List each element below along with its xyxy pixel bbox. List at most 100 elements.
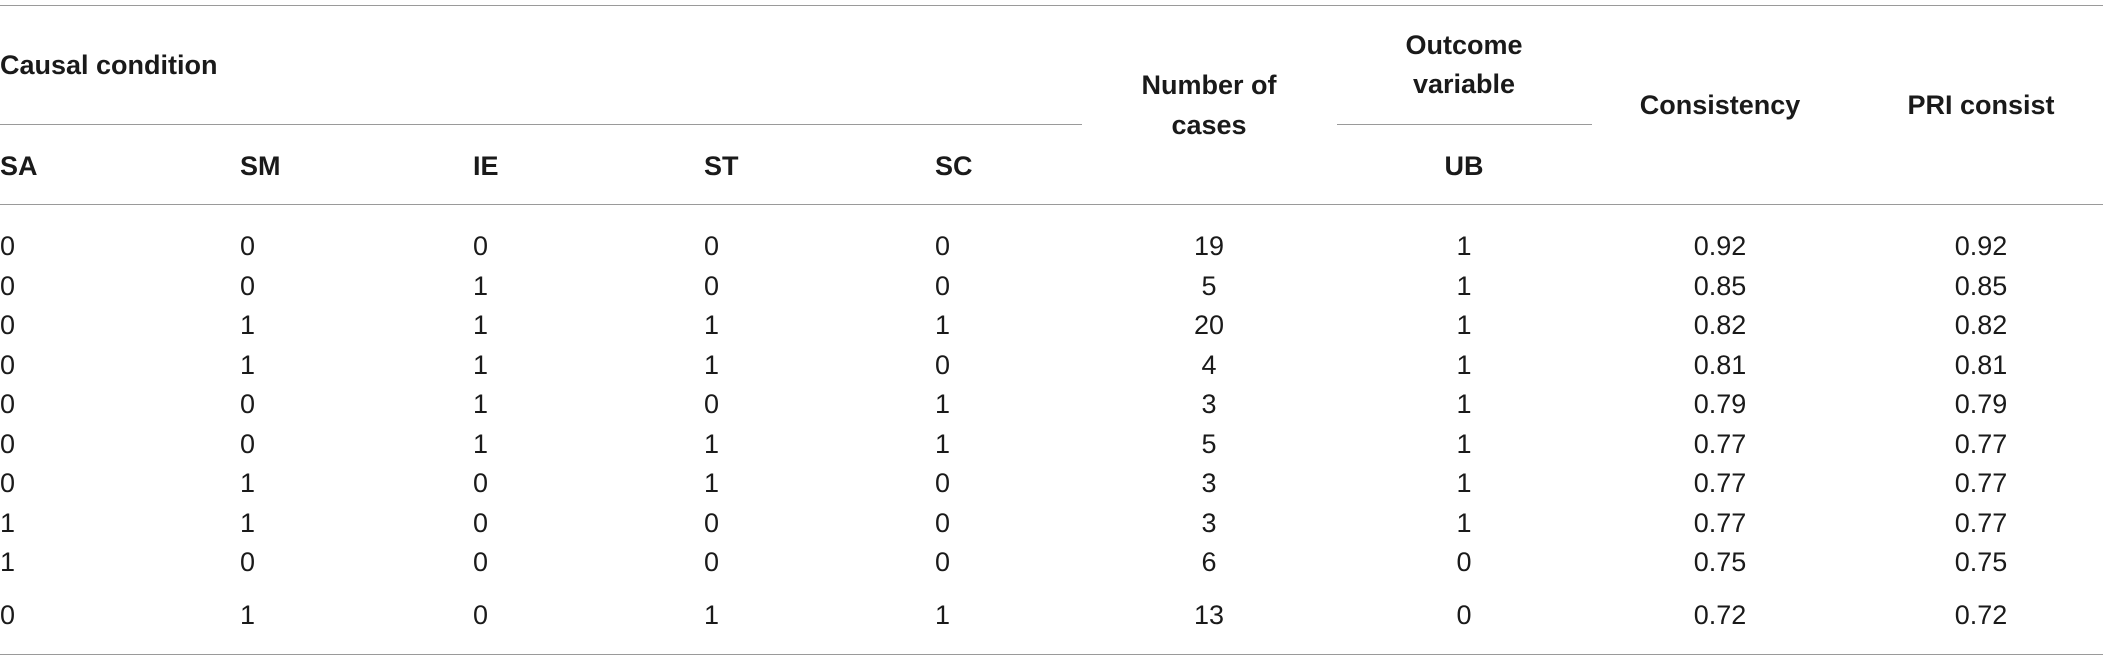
header-st: ST: [704, 151, 739, 181]
cell-pri-consist: 0.72: [1954, 600, 2008, 630]
cell-st: 0: [704, 271, 720, 301]
cell-sa: 0: [0, 310, 16, 340]
cell-pri-consist: 0.77: [1954, 508, 2008, 538]
cell-sc: 1: [935, 429, 951, 459]
cell-ie: 0: [473, 508, 489, 538]
header-sa: SA: [0, 151, 38, 181]
cell-ie: 1: [473, 310, 489, 340]
cell-sc: 0: [935, 547, 951, 577]
header-number-of-cases-2: cases: [1171, 110, 1247, 140]
cell-sc: 1: [935, 600, 951, 630]
header-outcome-variable-2: variable: [1412, 69, 1516, 99]
cell-consistency: 0.92: [1693, 231, 1747, 261]
cell-st: 0: [704, 389, 720, 419]
cell-ie: 0: [473, 547, 489, 577]
cell-consistency: 0.85: [1693, 271, 1747, 301]
cell-sc: 0: [935, 231, 951, 261]
header-number-of-cases-1: Number of: [1141, 70, 1277, 100]
cell-number-of-cases: 19: [1193, 231, 1225, 261]
cell-sa: 0: [0, 600, 16, 630]
header-consistency: Consistency: [1639, 90, 1801, 120]
cell-sm: 0: [240, 231, 256, 261]
cell-ie: 0: [473, 600, 489, 630]
cell-sa: 0: [0, 231, 16, 261]
cell-pri-consist: 0.82: [1954, 310, 2008, 340]
cell-ub: 1: [1456, 429, 1472, 459]
cell-st: 1: [704, 350, 720, 380]
cell-st: 1: [704, 468, 720, 498]
cell-ie: 1: [473, 429, 489, 459]
cell-ie: 0: [473, 231, 489, 261]
cell-sm: 1: [240, 350, 256, 380]
cell-number-of-cases: 13: [1193, 600, 1225, 630]
cell-st: 1: [704, 429, 720, 459]
cell-consistency: 0.75: [1693, 547, 1747, 577]
cell-sc: 1: [935, 389, 951, 419]
causal-condition-underline: [0, 124, 1082, 125]
cell-sa: 1: [0, 508, 16, 538]
cell-sa: 0: [0, 429, 16, 459]
header-bottom-rule: [0, 204, 2103, 205]
cell-sc: 0: [935, 468, 951, 498]
cell-consistency: 0.77: [1693, 508, 1747, 538]
cell-consistency: 0.79: [1693, 389, 1747, 419]
cell-sm: 1: [240, 508, 256, 538]
cell-number-of-cases: 5: [1201, 271, 1217, 301]
header-ie: IE: [473, 151, 499, 181]
cell-ub: 1: [1456, 468, 1472, 498]
cell-st: 1: [704, 310, 720, 340]
cell-sm: 0: [240, 547, 256, 577]
cell-sa: 0: [0, 350, 16, 380]
cell-number-of-cases: 5: [1201, 429, 1217, 459]
cell-consistency: 0.77: [1693, 429, 1747, 459]
table-top-rule: [0, 5, 2103, 6]
cell-ub: 1: [1456, 231, 1472, 261]
cell-number-of-cases: 3: [1201, 508, 1217, 538]
table-bottom-rule: [0, 654, 2103, 655]
cell-sa: 1: [0, 547, 16, 577]
cell-consistency: 0.81: [1693, 350, 1747, 380]
header-sm: SM: [240, 151, 281, 181]
header-pri-consist: PRI consist: [1907, 90, 2055, 120]
cell-consistency: 0.72: [1693, 600, 1747, 630]
cell-ub: 1: [1456, 350, 1472, 380]
cell-st: 0: [704, 547, 720, 577]
cell-st: 1: [704, 600, 720, 630]
header-causal-condition: Causal condition: [0, 50, 218, 80]
cell-sa: 0: [0, 389, 16, 419]
cell-number-of-cases: 6: [1201, 547, 1217, 577]
cell-sm: 0: [240, 429, 256, 459]
cell-number-of-cases: 3: [1201, 468, 1217, 498]
cell-pri-consist: 0.79: [1954, 389, 2008, 419]
cell-ie: 0: [473, 468, 489, 498]
cell-pri-consist: 0.77: [1954, 468, 2008, 498]
cell-sm: 1: [240, 468, 256, 498]
header-ub: UB: [1444, 151, 1484, 181]
header-sc: SC: [935, 151, 973, 181]
cell-number-of-cases: 20: [1193, 310, 1225, 340]
cell-sm: 1: [240, 310, 256, 340]
cell-ub: 1: [1456, 310, 1472, 340]
cell-ub: 1: [1456, 271, 1472, 301]
cell-sa: 0: [0, 271, 16, 301]
cell-sm: 0: [240, 389, 256, 419]
cell-pri-consist: 0.75: [1954, 547, 2008, 577]
cell-ub: 1: [1456, 389, 1472, 419]
cell-sm: 1: [240, 600, 256, 630]
cell-sc: 1: [935, 310, 951, 340]
cell-sa: 0: [0, 468, 16, 498]
cell-sc: 0: [935, 508, 951, 538]
cell-consistency: 0.82: [1693, 310, 1747, 340]
header-outcome-variable-1: Outcome: [1405, 30, 1523, 60]
cell-sc: 0: [935, 350, 951, 380]
cell-ie: 1: [473, 389, 489, 419]
cell-ub: 0: [1456, 600, 1472, 630]
cell-ub: 1: [1456, 508, 1472, 538]
cell-st: 0: [704, 508, 720, 538]
cell-sm: 0: [240, 271, 256, 301]
cell-ie: 1: [473, 350, 489, 380]
cell-number-of-cases: 3: [1201, 389, 1217, 419]
cell-ie: 1: [473, 271, 489, 301]
cell-pri-consist: 0.81: [1954, 350, 2008, 380]
cell-pri-consist: 0.92: [1954, 231, 2008, 261]
